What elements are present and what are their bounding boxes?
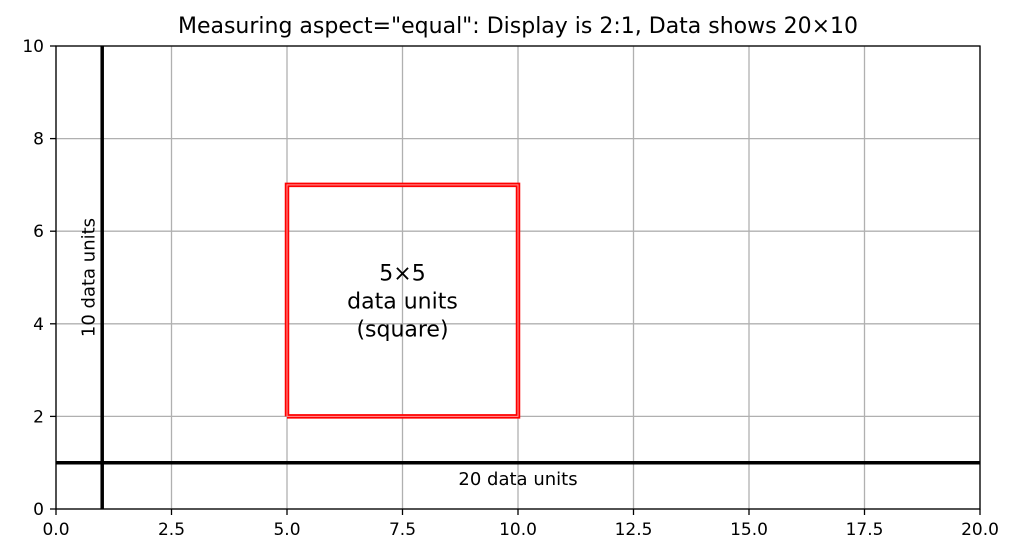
square-label-line: data units (347, 290, 458, 315)
x-tick-label: 0.0 (42, 520, 69, 540)
horizontal-line-label: 20 data units (458, 469, 577, 490)
x-tick-label: 2.5 (158, 520, 185, 540)
x-tick-label: 7.5 (389, 520, 416, 540)
x-tick-label: 5.0 (273, 520, 300, 540)
x-tick-label: 12.5 (615, 520, 653, 540)
x-tick-label: 10.0 (499, 520, 537, 540)
axis-ticks: 0.0 2.5 5.0 7.5 10.0 12.5 15.0 17.5 20.0 0 2 4 6 8 10 (22, 37, 999, 540)
plot-marks: 5×5 data units (square) 20 data units 10 dat… (56, 46, 980, 509)
x-tick-label: 20.0 (961, 520, 999, 540)
y-tick-label: 10 (22, 37, 44, 57)
square-label-line: (square) (356, 318, 448, 343)
vertical-line-label: 10 data units (78, 218, 99, 337)
chart-title: Measuring aspect="equal": Display is 2:1… (178, 14, 858, 39)
square-label-line: 5×5 (379, 262, 425, 287)
x-tick-label: 15.0 (730, 520, 768, 540)
y-tick-label: 8 (33, 130, 44, 150)
y-tick-label: 4 (33, 315, 44, 335)
y-tick-label: 6 (33, 222, 44, 242)
x-tick-label: 17.5 (846, 520, 884, 540)
y-tick-label: 0 (33, 500, 44, 520)
y-tick-label: 2 (33, 407, 44, 427)
square-outline-highlight (286, 184, 519, 417)
